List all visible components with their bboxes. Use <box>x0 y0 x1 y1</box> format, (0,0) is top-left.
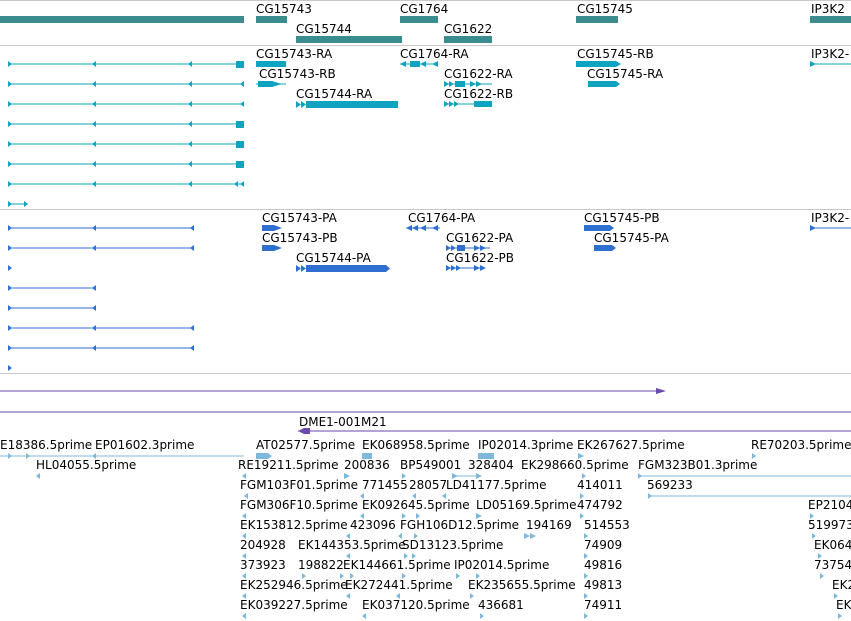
est-label[interactable]: EK298660.5prime <box>521 458 629 472</box>
est-label[interactable]: EK <box>836 598 851 612</box>
protein-label[interactable]: IP3K2- <box>811 211 850 225</box>
est-label[interactable]: 198822 <box>298 558 344 572</box>
est-label[interactable]: EK092645.5prime <box>362 498 470 512</box>
est-label[interactable]: EK037120.5prime <box>362 598 470 612</box>
est-label[interactable]: E18386.5prime <box>0 438 93 452</box>
est-label[interactable]: 514553 <box>584 518 630 532</box>
protein-label[interactable]: CG15744-PA <box>296 251 371 265</box>
gene-feature-bar[interactable] <box>444 36 492 43</box>
transcript-label[interactable]: CG1622-RA <box>444 67 513 81</box>
est-label[interactable]: EK153812.5prime <box>240 518 348 532</box>
protein-label[interactable]: CG1764-PA <box>408 211 476 225</box>
gene-track: CG15743 CG1764 CG15745 IP3K2 CG15744 CG1… <box>0 0 851 45</box>
transcript-label[interactable]: CG1622-RB <box>444 87 514 101</box>
gene-label[interactable]: CG15744 <box>296 22 352 36</box>
est-label[interactable]: 200836 <box>344 458 390 472</box>
est-label[interactable]: 73754 <box>814 558 851 572</box>
protein-label[interactable]: CG15745-PA <box>594 231 669 245</box>
gene-label[interactable]: CG1622 <box>444 22 493 36</box>
track-divider <box>0 209 851 210</box>
est-label[interactable]: EK267627.5prime <box>577 438 685 452</box>
est-label[interactable]: 414011 <box>577 478 623 492</box>
track-divider <box>0 0 851 1</box>
est-label[interactable]: RE19211.5prime <box>238 458 339 472</box>
est-label[interactable]: EK252946.5prime <box>240 578 348 592</box>
protein-label[interactable]: CG1622-PA <box>446 231 514 245</box>
est-label[interactable]: EP2104 <box>808 498 851 512</box>
gene-feature-bar[interactable] <box>0 16 244 23</box>
est-label[interactable]: 519973 <box>808 518 851 532</box>
protein-models <box>8 225 851 371</box>
est-alignments <box>0 453 851 619</box>
gene-label[interactable]: IP3K2 <box>811 2 845 16</box>
protein-label[interactable]: CG1622-PB <box>446 251 515 265</box>
est-label[interactable]: SD13123.5prime <box>402 538 504 552</box>
est-track: E18386.5prime EP01602.3prime AT02577.5pr… <box>0 433 851 621</box>
transcript-label[interactable]: CG15744-RA <box>296 87 373 101</box>
est-label[interactable]: IP02014.3prime <box>478 438 574 452</box>
transcript-label[interactable]: IP3K2- <box>811 47 850 61</box>
transcript-models <box>8 61 851 207</box>
gene-feature-bar[interactable] <box>256 16 287 23</box>
est-label[interactable]: EK235655.5prime <box>468 578 576 592</box>
est-label[interactable]: 328404 <box>468 458 514 472</box>
est-label[interactable]: 423096 <box>350 518 396 532</box>
transcript-label[interactable]: CG15745-RB <box>577 47 654 61</box>
est-label[interactable]: LD05169.5prime <box>476 498 577 512</box>
alignment-models <box>0 388 851 434</box>
est-label[interactable]: EK144353.5prime <box>298 538 406 552</box>
est-label[interactable]: FGM323B01.3prime <box>638 458 758 472</box>
est-label[interactable]: FGH106D12.5prime <box>400 518 520 532</box>
transcript-label[interactable]: CG1764-RA <box>400 47 469 61</box>
est-label[interactable]: EK064 <box>814 538 851 552</box>
gene-label[interactable]: CG15745 <box>577 2 633 16</box>
gene-label[interactable]: CG15743 <box>256 2 312 16</box>
est-label[interactable]: RE70203.5prime <box>751 438 851 452</box>
est-label[interactable]: IP02014.5prime <box>454 558 550 572</box>
est-label[interactable]: FGM306F10.5prime <box>240 498 359 512</box>
gene-feature-bar[interactable] <box>576 16 618 23</box>
est-label[interactable]: 194169 <box>526 518 572 532</box>
est-label[interactable]: EP01602.3prime <box>95 438 195 452</box>
est-label[interactable]: 49816 <box>584 558 623 572</box>
est-label[interactable]: EK144661.5prime <box>343 558 451 572</box>
gene-feature-bar[interactable] <box>810 16 851 23</box>
est-label[interactable]: 74911 <box>584 598 623 612</box>
transcript-label[interactable]: CG15745-RA <box>587 67 664 81</box>
est-label[interactable]: 436681 <box>478 598 524 612</box>
gene-label[interactable]: CG1764 <box>400 2 449 16</box>
est-label[interactable]: EK068958.5prime <box>362 438 470 452</box>
track-divider <box>0 45 851 46</box>
protein-track: CG15743-PA CG1764-PA CG15745-PB IP3K2- C… <box>0 209 851 373</box>
est-label[interactable]: 373923 <box>240 558 286 572</box>
transcript-label[interactable]: CG15743-RB <box>259 67 336 81</box>
track-divider <box>0 373 851 374</box>
est-label[interactable]: HL04055.5prime <box>36 458 137 472</box>
transcript-track: CG15743-RA CG1764-RA CG15745-RB IP3K2- C… <box>0 45 851 209</box>
est-label[interactable]: AT02577.5prime <box>256 438 356 452</box>
est-label[interactable]: 49813 <box>584 578 623 592</box>
est-label[interactable]: LD41177.5prime <box>446 478 547 492</box>
est-label[interactable]: 771455 <box>362 478 408 492</box>
est-label[interactable]: 28057 <box>409 478 448 492</box>
protein-label[interactable]: CG15745-PB <box>584 211 660 225</box>
est-label[interactable]: 74909 <box>584 538 623 552</box>
est-label[interactable]: EK2 <box>832 578 851 592</box>
est-label[interactable]: EK272441.5prime <box>345 578 453 592</box>
alignment-track: DME1-001M21 <box>0 373 851 434</box>
contig-label[interactable]: DME1-001M21 <box>299 415 387 429</box>
protein-label[interactable]: CG15743-PB <box>262 231 338 245</box>
transcript-label[interactable]: CG15743-RA <box>256 47 333 61</box>
protein-label[interactable]: CG15743-PA <box>262 211 337 225</box>
est-label[interactable]: 569233 <box>647 478 693 492</box>
gene-feature-bar[interactable] <box>400 16 438 23</box>
est-label[interactable]: FGM103F01.5prime <box>240 478 359 492</box>
est-label[interactable]: BP549001 <box>400 458 462 472</box>
est-label[interactable]: EK039227.5prime <box>240 598 348 612</box>
est-label[interactable]: 204928 <box>240 538 286 552</box>
gene-feature-bar[interactable] <box>296 36 402 43</box>
est-label[interactable]: 474792 <box>577 498 623 512</box>
